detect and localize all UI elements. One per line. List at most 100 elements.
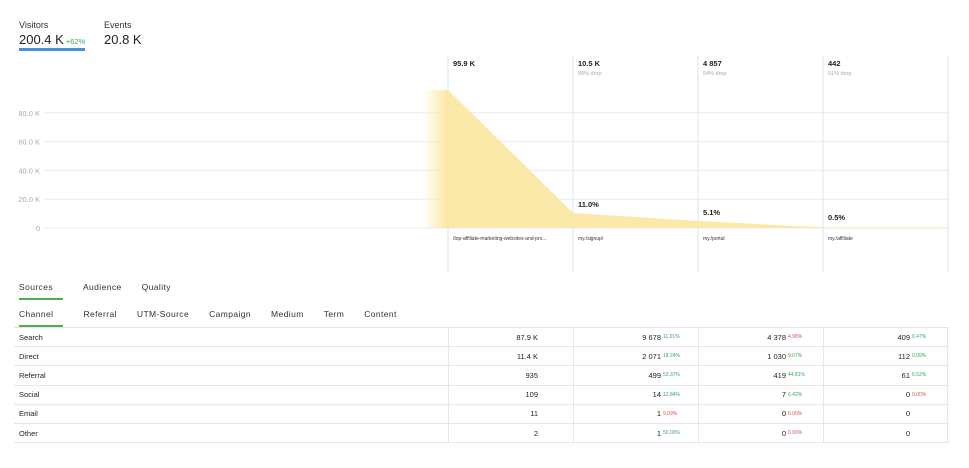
y-tick-label: 40.0 K [18,166,40,175]
value: 0 [905,428,910,438]
conversion-rate: 9.09% [663,410,678,417]
funnel-chart: 80.0 K 60.0 K 40.0 K 20.0 K 0 95.9 K/top-affi… [18,56,949,272]
value: 409 [897,332,910,342]
conversion-rate: 6.52% [912,372,927,379]
conversion-rate: 6.42% [788,391,803,398]
visitors-value: 200.4 K [19,32,64,47]
conversion-rate: 50.00% [663,430,680,437]
value: 1 030 [767,351,786,361]
step-4-value: 0 [823,404,948,423]
step-path: my./portal [703,236,725,242]
value: 11 [530,409,538,419]
step-2-value: 2 071 18.24% [573,347,698,366]
tab-medium[interactable]: Medium [271,309,304,319]
value: 1 [656,428,661,438]
step-3-value: 419 44.81% [698,366,823,385]
value: 2 071 [642,351,661,361]
value: 935 [525,370,538,380]
conversion-rate: 44.81% [788,372,805,379]
step-2-value: 9 678 11.01% [573,328,698,347]
step-2-value: 499 53.37% [573,366,698,385]
funnel-fade [424,89,448,229]
step-4-value: 61 6.52% [823,366,948,385]
visitors-metric[interactable]: Visitors 200.4 K +62% [19,20,85,47]
value: 7 [781,390,786,400]
step-1-value: 109 [448,385,573,404]
step-1-value: 935 [448,366,573,385]
conversion-rate: 0.00% [912,391,927,398]
primary-tabs: Sources Audience Quality [19,282,191,300]
value: 0 [781,428,786,438]
step-3-value: 4 378 4.98% [698,328,823,347]
step-drop: 89% drop [578,71,602,77]
step-1-value: 2 [448,423,573,443]
step-3-value: 0 0.00% [698,423,823,443]
y-tick-label: 80.0 K [18,109,40,118]
value: 0 [781,409,786,419]
y-tick-label: 20.0 K [18,195,40,204]
visitors-active-underline [19,48,85,51]
tab-referral[interactable]: Referral [83,309,117,319]
step-4-value: 0 [823,423,948,443]
value: 2 [533,428,538,438]
step-2-value: 1 50.00% [573,423,698,443]
channel-name: Other [19,428,38,438]
visitors-label: Visitors [19,20,49,30]
events-value: 20.8 K [104,32,142,47]
step-2-value: 14 12.84% [573,385,698,404]
channel-name: Search [19,332,43,342]
channel-name: Social [19,390,40,400]
channel-name: Referral [19,370,46,380]
value: 87.9 K [516,332,538,342]
step-3-value: 7 6.42% [698,385,823,404]
step-path: my./signup/ [578,236,604,242]
step-drop: 91% drop [828,71,852,77]
tab-quality[interactable]: Quality [141,282,171,292]
tab-channel[interactable]: Channel [19,309,64,327]
step-1-value: 11.4 K [448,347,573,366]
table-row[interactable]: Email 11 1 9.09% 0 0.00% 0 [14,404,949,424]
conversion-rate: 0.00% [788,430,803,437]
step-path: my./affiliate [828,236,853,242]
events-metric[interactable]: Events 20.8 K [104,20,142,47]
step-4-value: 409 0.47% [823,328,948,347]
value: 0 [905,390,910,400]
tab-content[interactable]: Content [364,309,397,319]
funnel-area [448,89,949,229]
step-1-value: 11 [448,404,573,423]
value: 9 678 [642,332,661,342]
step-count: 95.9 K [453,59,476,68]
visitors-change: +62% [65,37,86,46]
value: 419 [773,370,786,380]
table-row[interactable]: Referral 935 499 53.37% 419 44.81% 61 6.52% [14,366,949,386]
step-count: 4 857 [703,59,722,68]
tab-term[interactable]: Term [323,309,345,319]
table-row[interactable]: Other 2 1 50.00% 0 0.00% 0 [14,423,949,444]
value: 0 [905,409,910,419]
conversion-rate: 9.07% [788,353,803,360]
tab-sources[interactable]: Sources [19,282,63,300]
step-3-value: 1 030 9.07% [698,347,823,366]
step-3-value: 0 0.00% [698,404,823,423]
table-row[interactable]: Social 109 14 12.84% 7 6.42% 0 0.00% [14,385,949,405]
conversion-rate: 53.37% [663,372,680,379]
step-4-value: 0 0.00% [823,385,948,404]
tab-campaign[interactable]: Campaign [209,309,252,319]
step-conversion: 5.1% [703,208,720,217]
y-tick-label: 0 [36,224,40,233]
value: 4 378 [767,332,786,342]
step-conversion: 0.5% [828,213,845,222]
step-path: /top-affiliate-marketing-websites-and-pr… [453,236,547,242]
conversion-rate: 11.01% [663,334,680,341]
step-4-value: 112 0.99% [823,347,948,366]
secondary-tabs: Channel Referral UTM-Source Campaign Medium T… [19,309,417,327]
value: 14 [652,390,661,400]
channel-name: Direct [19,351,39,361]
value: 499 [648,370,661,380]
tab-audience[interactable]: Audience [82,282,122,292]
tab-utm-source[interactable]: UTM-Source [136,309,190,319]
events-label: Events [104,20,132,30]
